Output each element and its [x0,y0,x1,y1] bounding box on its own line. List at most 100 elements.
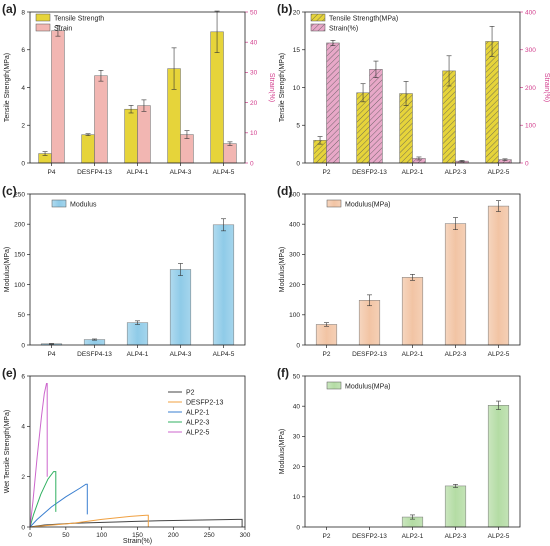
y2-axis-label: Strain(%) [543,73,550,102]
plot-frame [29,375,246,528]
x-tick-label: ALP2-3 [445,169,467,176]
y2-tick-label: 30 [250,70,258,77]
legend-swatch [310,23,326,32]
y-tick-label: 4 [21,85,25,92]
legend-swatch [326,381,342,390]
bar-modulus [444,223,467,346]
legend-label: ALP2-3 [186,420,209,427]
y-tick-label: 250 [14,191,25,198]
y-tick-label: 10 [293,494,301,501]
bar-strain- [369,69,383,164]
y2-tick-label: 40 [250,40,258,47]
panel-label: (f) [277,366,289,380]
panel-label: (a) [2,2,17,16]
y-tick-label: 100 [14,282,25,289]
line-desfp2-13 [29,514,149,528]
x-tick-label: ALP2-1 [402,533,424,540]
y-tick-label: 15 [293,47,301,54]
x-tick-label: DESFP2-13 [352,351,387,358]
x-tick-label: DESFP4-13 [77,351,112,358]
legend-label: Tensile Strength [54,16,104,23]
line-alp2-3 [29,471,57,528]
y-axis-label: Modulus(MPa) [4,247,11,293]
y-tick-label: 8 [21,9,25,16]
x-tick-label: 100 [96,532,107,539]
bar-modulus [444,485,467,528]
legend-label: DESFP2-13 [186,400,223,407]
y-tick-label: 50 [18,312,26,319]
y-tick-label: 30 [293,434,301,441]
y-tick-label: 4 [21,424,25,431]
x-tick-label: 200 [168,532,179,539]
x-tick-label: ALP2-3 [445,533,467,540]
y-tick-label: 20 [293,9,301,16]
y-tick-label: 0 [296,524,300,531]
panel-d: P2 DESFP2-13 ALP2-1 ALP2-3 ALP2-5 0 100 200 300 4… [277,184,521,358]
legend-label: Strain [54,26,72,33]
x-tick-label: ALP4-1 [127,169,149,176]
bar-tensile-strength [124,108,138,164]
x-tick-label: ALP2-5 [488,533,510,540]
legend-swatch [35,23,51,32]
panel-label: (b) [277,2,292,16]
x-tick-label: P2 [323,533,331,540]
x-tick-label: ALP2-3 [445,351,467,358]
y2-tick-label: 100 [525,123,536,130]
legend-swatch [326,199,342,208]
y2-tick-label: 200 [525,85,536,92]
x-tick-label: ALP2-1 [402,169,424,176]
legend-label: Modulus(MPa) [345,202,391,209]
y-tick-label: 20 [293,464,301,471]
x-tick-label: ALP2-5 [488,169,510,176]
y-tick-label: 0 [21,160,25,167]
x-tick-label: P4 [48,169,56,176]
y2-axis-label: Strain(%) [268,73,275,102]
x-tick-label: P4 [48,351,56,358]
y-tick-label: 6 [21,47,25,54]
panel-label: (d) [277,184,292,198]
legend-swatch [310,13,326,22]
y-axis-label: Tensile Strength(MPa) [4,53,11,122]
bar-tensile-strength [81,134,95,164]
bar-modulus [315,324,338,346]
y-tick-label: 0 [296,342,300,349]
y-tick-label: 200 [14,222,25,229]
y-tick-label: 0 [21,342,25,349]
x-tick-label: ALP4-3 [170,169,192,176]
bar-modulus [487,205,510,346]
x-tick-label: DESFP4-13 [77,169,112,176]
x-tick-label: ALP4-5 [213,169,235,176]
x-tick-label: ALP2-1 [402,351,424,358]
y2-tick-label: 10 [250,130,258,137]
plot-frame [304,11,521,164]
x-tick-label: ALP4-1 [127,351,149,358]
y-tick-label: 0 [296,160,300,167]
x-tick-label: P2 [323,351,331,358]
plot-frame [304,193,521,346]
bar-modulus [358,300,381,346]
x-tick-label: DESFP2-13 [352,533,387,540]
y-tick-label: 10 [293,85,301,92]
x-tick-label: ALP2-5 [488,351,510,358]
legend-label: Modulus(MPa) [345,384,391,391]
panel-e: 0 2 4 6 Wet Tensile Strength(MPa) 0 50 100 150 20… [2,366,251,545]
line-alp2-5 [29,383,48,528]
panel-label: (c) [2,184,17,198]
panel-a: P4 DESFP4-13 ALP4-1 ALP4-3 ALP4-5 0 2 4 6 8 Tensil… [2,2,275,176]
line-alp2-1 [29,483,88,528]
x-tick-label: 0 [28,532,32,539]
x-tick-label: ALP4-3 [170,351,192,358]
bar-modulus [126,322,149,346]
bar-modulus [487,405,510,528]
x-axis-label: Strain(%) [123,538,152,545]
y2-tick-label: 20 [250,100,258,107]
bar-strain [94,75,108,164]
bar-strain- [326,42,340,164]
panel-label: (e) [2,366,17,380]
y-tick-label: 200 [289,282,300,289]
y-tick-label: 2 [21,474,25,481]
bar-modulus [169,269,192,346]
y2-tick-label: 400 [525,9,536,16]
legend-label: ALP2-1 [186,410,209,417]
